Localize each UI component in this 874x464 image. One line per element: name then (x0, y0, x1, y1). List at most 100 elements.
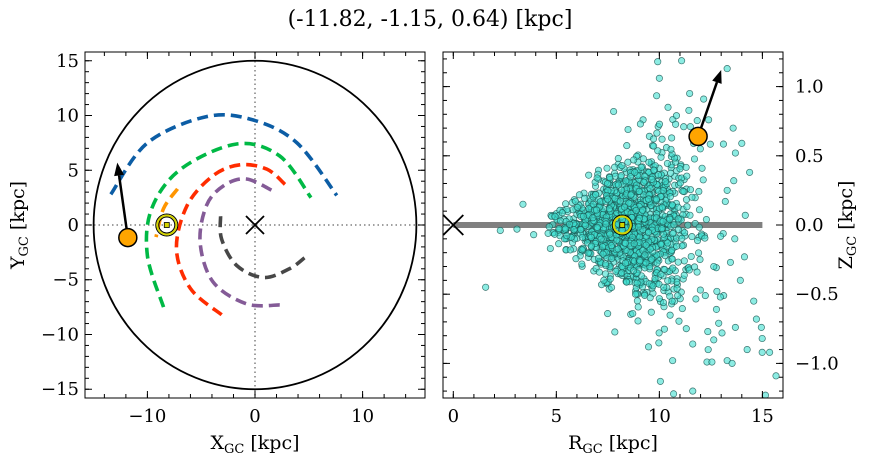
star-point (667, 169, 675, 177)
star-point (614, 181, 622, 189)
star-point (641, 251, 649, 259)
star-point (640, 178, 648, 186)
star-point (648, 175, 656, 183)
star-point (686, 186, 695, 194)
star-point (597, 235, 605, 243)
star-point (706, 140, 714, 148)
sun-ring (612, 215, 632, 235)
star-point (657, 270, 665, 278)
star-point (721, 197, 729, 206)
star-point (696, 286, 704, 294)
star-point (618, 162, 626, 170)
star-point (658, 203, 666, 211)
galactic-center-x-marker (443, 214, 464, 236)
sun-ring (156, 214, 178, 236)
star-point (544, 229, 552, 237)
star-point (664, 239, 672, 247)
star-point (626, 173, 635, 181)
x-tick-label: 10 (351, 406, 374, 427)
star-point (731, 235, 739, 243)
star-point (570, 226, 578, 234)
star-point (636, 120, 644, 128)
star-point (685, 266, 693, 274)
star-point (657, 153, 665, 161)
star-point (578, 260, 586, 268)
star-point (621, 239, 630, 247)
star-point (655, 329, 663, 337)
star-point (689, 340, 697, 348)
star-point (685, 106, 693, 114)
star-point (573, 203, 581, 211)
star-point (595, 254, 603, 262)
z-axis-label: ZGC [kpc] (835, 181, 860, 270)
star-point (716, 293, 724, 301)
star-point (712, 305, 720, 313)
y-tick-label: 1.0 (795, 77, 824, 98)
star-point (669, 357, 677, 365)
star-point (593, 223, 601, 231)
star-point (664, 103, 672, 111)
star-point (695, 206, 703, 214)
star-point (750, 297, 758, 305)
star-point (668, 297, 676, 305)
star-point (595, 268, 603, 276)
star-point (688, 193, 696, 201)
y-axis-label: YGC [kpc] (7, 181, 32, 270)
star-point (645, 158, 653, 166)
star-point (604, 195, 612, 203)
star-point (726, 258, 735, 266)
star-point (704, 346, 712, 354)
star-point (673, 242, 681, 250)
sun-center-marker (619, 222, 626, 228)
star-point (683, 172, 691, 180)
star-point (562, 200, 570, 208)
star-point (629, 309, 637, 318)
star-point (757, 323, 765, 331)
star-point (704, 328, 712, 336)
star-point (625, 199, 633, 207)
star-point (659, 217, 667, 225)
star-point (587, 242, 595, 250)
star-point (761, 391, 770, 398)
star-point (668, 201, 676, 209)
star-point (695, 187, 703, 196)
y-tick-label: −1.0 (795, 353, 839, 374)
star-point (623, 142, 631, 150)
star-point (686, 211, 694, 219)
star-point (555, 240, 563, 248)
star-point (701, 292, 709, 300)
star-point (740, 253, 749, 261)
star-point (752, 315, 760, 323)
star-point (607, 242, 615, 250)
star-point (657, 240, 665, 248)
star-point (705, 116, 713, 124)
star-point (708, 358, 716, 366)
star-point (667, 145, 675, 153)
x-tick-label: 15 (751, 406, 774, 427)
star-point (631, 168, 639, 176)
star-point (605, 205, 613, 213)
star-point (634, 317, 642, 325)
sun-outer-ring (155, 213, 179, 237)
star-point (618, 186, 626, 194)
sun-center-marker (163, 222, 170, 228)
star-point (587, 233, 595, 241)
star-point (563, 232, 571, 240)
rz-plane-plot: 0 5 10 15 −1.0 −0.5 0.0 0.5 1.0 RGC [kpc] ZGC [k… (442, 51, 860, 457)
star-point (695, 223, 703, 231)
star-point (621, 259, 630, 267)
star-point (713, 287, 721, 295)
star-point (633, 279, 641, 287)
star-point (623, 278, 631, 286)
star-point (660, 283, 668, 291)
star-point (627, 191, 635, 199)
star-point (630, 267, 638, 275)
star-point (693, 268, 701, 276)
y-tick-label: 0 (68, 215, 79, 236)
star-point (610, 107, 618, 116)
star-point (650, 142, 658, 150)
x-tick-label: 5 (551, 406, 562, 427)
star-point (696, 145, 704, 153)
xy-plane-plot: −10 0 10 −15 −10 −5 0 5 10 15 XGC [kpc] YGC [kpc] (7, 51, 426, 457)
